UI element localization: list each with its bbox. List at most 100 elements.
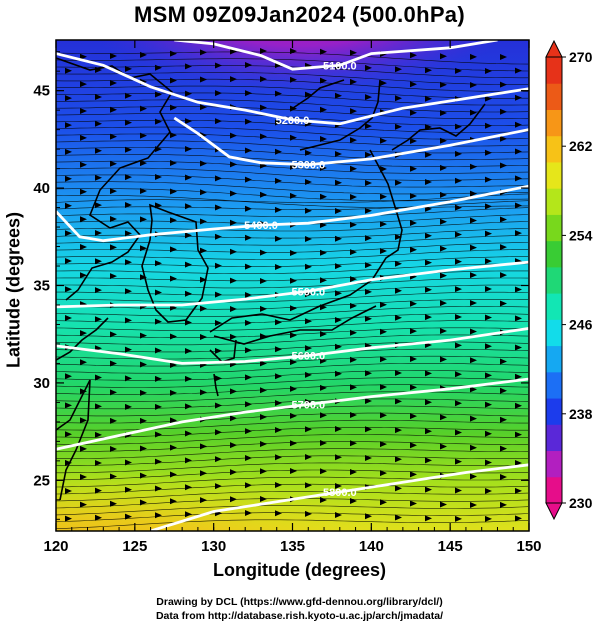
wind-arrowhead — [170, 498, 177, 505]
streamline — [56, 405, 529, 417]
wind-arrowhead — [275, 177, 282, 184]
wind-arrowhead — [110, 80, 117, 86]
wind-arrowhead — [305, 454, 312, 460]
wind-arrowhead — [500, 387, 507, 394]
wind-arrowhead — [230, 161, 237, 168]
wind-arrowhead — [365, 513, 372, 520]
colorbar-segment — [546, 266, 562, 294]
wind-arrowhead — [125, 288, 132, 295]
wind-arrowhead — [80, 188, 87, 195]
contour-label: 5700.0 — [291, 399, 325, 411]
wind-arrowhead — [260, 278, 267, 284]
y-tick-label: 25 — [33, 472, 50, 489]
wind-arrowhead — [425, 457, 432, 464]
wind-arrowhead — [245, 205, 252, 212]
streamline — [56, 200, 529, 210]
wind-arrowhead — [245, 428, 252, 435]
wind-arrowhead — [125, 146, 132, 153]
wind-arrowhead — [410, 300, 417, 307]
colorbar-tick-label: 230 — [569, 495, 593, 511]
wind-arrowhead — [410, 220, 417, 226]
wind-arrowhead — [200, 104, 207, 111]
streamline — [56, 195, 528, 208]
y-tick-label: 45 — [33, 83, 50, 100]
wind-arrowhead — [485, 176, 492, 183]
wind-arrowhead — [455, 123, 462, 130]
wind-arrowhead — [305, 91, 312, 98]
wind-arrowhead — [395, 514, 402, 521]
wind-arrowhead — [350, 194, 357, 200]
wind-arrowhead — [350, 276, 357, 283]
streamline — [56, 377, 529, 388]
streamline — [56, 291, 529, 303]
wind-arrowhead — [215, 233, 222, 240]
wind-arrowhead — [95, 431, 102, 438]
wind-arrowhead — [230, 306, 237, 312]
wind-arrowhead — [290, 332, 297, 339]
wind-arrowhead — [215, 483, 222, 490]
contour-line — [56, 184, 529, 243]
wind-arrowhead — [320, 468, 327, 475]
wind-arrowhead — [245, 455, 252, 461]
wind-arrowhead — [455, 515, 462, 522]
wind-arrowhead — [185, 146, 192, 152]
wind-arrowhead — [335, 151, 342, 157]
colorbar-segment — [546, 450, 562, 478]
wind-arrowhead — [185, 403, 192, 410]
streamline — [56, 427, 528, 438]
wind-arrowhead — [155, 403, 162, 410]
wind-arrowhead — [425, 124, 432, 130]
wind-arrowhead — [80, 53, 87, 60]
wind-arrowhead — [425, 232, 432, 239]
contour-line — [56, 52, 529, 126]
wind-arrowhead — [140, 105, 147, 112]
streamline — [56, 147, 529, 161]
wind-arrowhead — [395, 234, 402, 240]
wind-arrowhead — [365, 151, 372, 158]
wind-arrowhead — [65, 202, 72, 209]
wind-arrowhead — [185, 319, 192, 326]
wind-arrowhead — [470, 502, 477, 508]
x-tick-label: 125 — [122, 538, 147, 555]
colorbar-segment — [546, 476, 562, 504]
wind-arrowhead — [335, 426, 342, 432]
wind-arrowhead — [380, 193, 387, 200]
wind-arrowhead — [245, 62, 252, 68]
wind-arrowhead — [410, 356, 417, 362]
wind-arrowhead — [455, 371, 462, 378]
wind-arrowhead — [200, 160, 207, 167]
wind-arrowhead — [320, 357, 327, 364]
chart-title: MSM 09Z09Jan2024 (500.0hPa) — [134, 2, 465, 27]
wind-arrowhead — [485, 515, 492, 522]
wind-arrowhead — [230, 333, 237, 340]
streamline — [56, 391, 529, 402]
wind-arrowhead — [380, 221, 387, 228]
wind-arrowhead — [65, 122, 72, 129]
wind-arrowhead — [185, 430, 192, 437]
wind-arrowhead — [365, 64, 372, 71]
wind-arrowhead — [125, 486, 132, 493]
wind-arrowhead — [275, 373, 282, 380]
wind-arrowhead — [260, 48, 267, 54]
wind-arrowhead — [170, 362, 177, 368]
streamline — [56, 370, 529, 381]
wind-arrowhead — [335, 370, 342, 377]
wind-arrowhead — [140, 499, 147, 506]
wind-arrowhead — [455, 177, 462, 184]
wind-arrowhead — [155, 458, 162, 465]
wind-arrowhead — [200, 470, 207, 477]
wind-arrowhead — [515, 67, 522, 74]
streamline — [56, 85, 528, 99]
colorbar-segment — [546, 319, 562, 347]
wind-arrowhead — [500, 216, 507, 223]
streamline — [56, 448, 529, 459]
wind-arrowhead — [515, 286, 522, 293]
contour-label: 5400.0 — [244, 220, 278, 232]
contour-line — [174, 40, 498, 71]
streamline — [56, 491, 529, 502]
wind-arrowhead — [200, 49, 207, 56]
wind-arrowhead — [410, 109, 417, 116]
contour-label: 5200.0 — [276, 115, 310, 127]
wind-arrowhead — [455, 487, 462, 494]
wind-arrowhead — [230, 277, 237, 284]
